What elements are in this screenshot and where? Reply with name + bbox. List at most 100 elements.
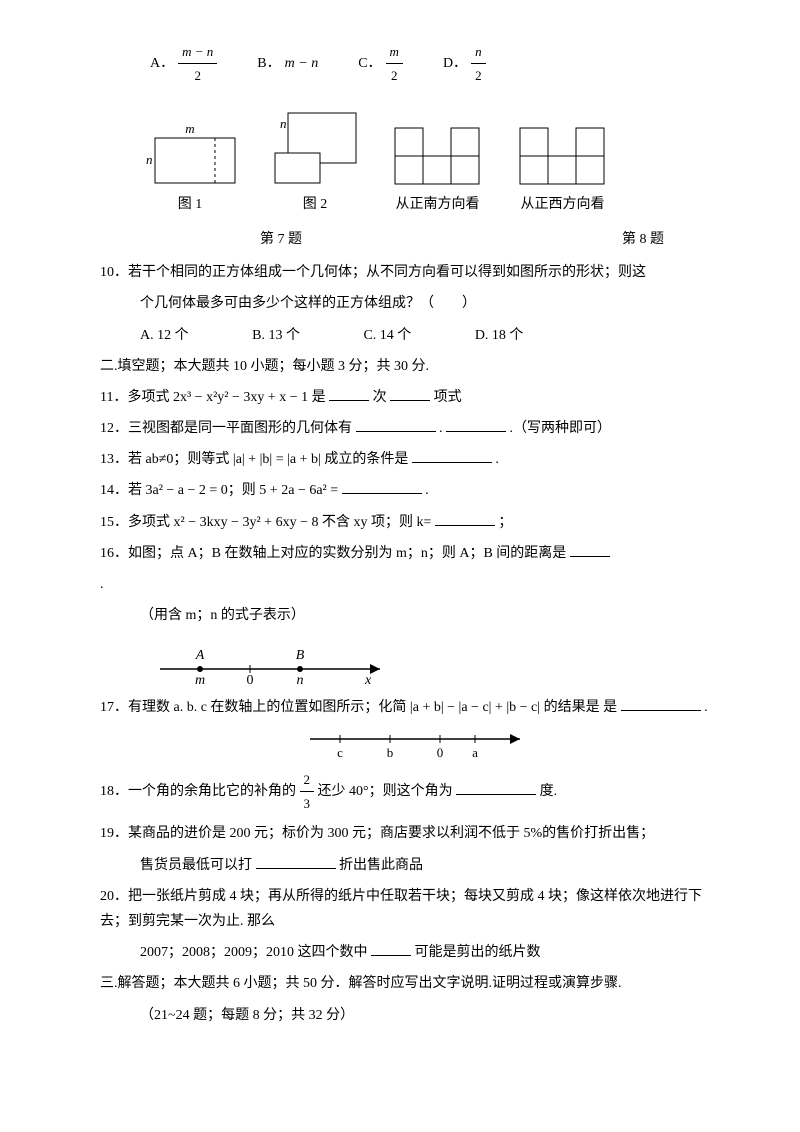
opt-c-num: m bbox=[386, 40, 403, 64]
q17-post: . bbox=[704, 700, 708, 715]
q11-pre: 11．多项式 2x³ − x²y² − 3xy + x − 1 是 bbox=[100, 390, 326, 405]
q17-blank bbox=[621, 699, 701, 711]
svg-text:c: c bbox=[337, 745, 343, 760]
q13: 13．若 ab≠0；则等式 |a| + |b| = |a + b| 成立的条件是… bbox=[100, 447, 720, 472]
q16-dot: . bbox=[100, 572, 720, 597]
south-caption: 从正南方向看 bbox=[396, 192, 480, 217]
q16-l2: （用含 m；n 的式子表示） bbox=[100, 603, 720, 628]
q10-options: A. 12 个 B. 13 个 C. 14 个 D. 18 个 bbox=[100, 323, 720, 348]
opt-a-den: 2 bbox=[190, 64, 205, 87]
q18: 18．一个角的余角比它的补角的 2 3 还少 40°；则这个角为 度. bbox=[100, 768, 720, 816]
q11-post: 项式 bbox=[434, 390, 462, 405]
q19-l2-row: 售货员最低可以打 折出售此商品 bbox=[100, 853, 720, 878]
q15-post: ； bbox=[498, 515, 512, 530]
q14: 14．若 3a² − a − 2 = 0；则 5 + 2a − 6a² = . bbox=[100, 478, 720, 503]
q10-d: D. 18 个 bbox=[475, 328, 524, 343]
q20-l2: 2007；2008；2009；2010 这四个数中 bbox=[140, 945, 368, 960]
q13-post: . bbox=[495, 452, 499, 467]
q12: 12．三视图都是同一平面图形的几何体有 . .（写两种即可） bbox=[100, 416, 720, 441]
q14-blank bbox=[342, 482, 422, 494]
svg-text:0: 0 bbox=[437, 745, 444, 760]
q18-post: 度. bbox=[540, 784, 558, 799]
option-a: A． m − n 2 bbox=[150, 40, 217, 88]
fig2-n2: n bbox=[295, 183, 302, 188]
q18-mid: 还少 40°；则这个角为 bbox=[318, 784, 453, 799]
opt-b-label: B． bbox=[257, 51, 280, 76]
fig1-m-label: m bbox=[185, 121, 194, 136]
q20-l3: 可能是剪出的纸片数 bbox=[415, 945, 541, 960]
q19-l1: 19．某商品的进价是 200 元；标价为 300 元；商店要求以利润不低于 5%… bbox=[100, 821, 720, 846]
q10-b: B. 13 个 bbox=[252, 328, 300, 343]
opt-a-label: A． bbox=[150, 51, 174, 76]
q14-pre: 14．若 3a² − a − 2 = 0；则 5 + 2a − 6a² = bbox=[100, 483, 338, 498]
figure-1: m n 图 1 bbox=[140, 118, 240, 217]
q20-l1: 20．把一张纸片剪成 4 块；再从所得的纸片中任取若干块；每块又剪成 4 块；像… bbox=[100, 884, 720, 934]
q17-pre: 17．有理数 a. b. c 在数轴上的位置如图所示；化简 |a + b| − … bbox=[100, 700, 600, 715]
west-caption: 从正西方向看 bbox=[521, 192, 605, 217]
option-d: D． n 2 bbox=[443, 40, 486, 88]
figure-west: 从正西方向看 bbox=[515, 123, 610, 217]
q12-pre: 12．三视图都是同一平面图形的几何体有 bbox=[100, 421, 352, 436]
opt-a-num: m − n bbox=[178, 40, 217, 64]
figures-row: m n 图 1 n n 图 2 从正南方向看 bbox=[100, 108, 720, 217]
q12-dot: . bbox=[439, 421, 443, 436]
q13-blank bbox=[412, 451, 492, 463]
opt-c-label: C． bbox=[358, 51, 381, 76]
svg-text:A: A bbox=[195, 648, 205, 663]
q10-text1: 10．若干个相同的正方体组成一个几何体；从不同方向看可以得到如图所示的形状；则这 bbox=[100, 260, 720, 285]
q16-numberline: A B m 0 n x bbox=[100, 634, 720, 689]
q19-l2: 售货员最低可以打 bbox=[140, 858, 252, 873]
q12-post: .（写两种即可） bbox=[510, 421, 612, 436]
q10-a: A. 12 个 bbox=[140, 328, 189, 343]
section-3b: （21~24 题；每题 8 分；共 32 分） bbox=[100, 1003, 720, 1028]
section-3: 三.解答题；本大题共 6 小题；共 50 分．解答时应写出文字说明.证明过程或演… bbox=[100, 971, 720, 996]
fig2-n1: n bbox=[280, 116, 287, 131]
q19-blank bbox=[256, 857, 336, 869]
opt-d-num: n bbox=[471, 40, 486, 64]
option-b: B． m − n bbox=[257, 40, 318, 88]
q10-c: C. 14 个 bbox=[363, 328, 411, 343]
q12-blank2 bbox=[446, 420, 506, 432]
q16-l1: 16．如图；点 A；B 在数轴上对应的实数分别为 m；n；则 A；B 间的距离是 bbox=[100, 541, 720, 566]
q13-pre: 13．若 ab≠0；则等式 |a| + |b| = |a + b| 成立的条件是 bbox=[100, 452, 408, 467]
q8-label: 第 8 题 bbox=[622, 227, 664, 252]
opt-d-den: 2 bbox=[471, 64, 486, 87]
figure-south: 从正南方向看 bbox=[390, 123, 485, 217]
fig1-n-label: n bbox=[146, 152, 153, 167]
q18-num: 2 bbox=[300, 768, 315, 792]
svg-text:n: n bbox=[297, 673, 304, 688]
q16-blank bbox=[570, 545, 610, 557]
section-2: 二.填空题；本大题共 10 小题；每小题 3 分；共 30 分. bbox=[100, 354, 720, 379]
q18-blank bbox=[456, 783, 536, 795]
q20-blank bbox=[371, 944, 411, 956]
svg-text:x: x bbox=[364, 673, 372, 688]
q7-label: 第 7 题 bbox=[260, 227, 302, 252]
q19-l3: 折出售此商品 bbox=[339, 858, 423, 873]
option-c: C． m 2 bbox=[358, 40, 403, 88]
answer-options: A． m − n 2 B． m − n C． m 2 D． n 2 bbox=[100, 40, 720, 88]
q11: 11．多项式 2x³ − x²y² − 3xy + x − 1 是 次 项式 bbox=[100, 385, 720, 410]
fig1-caption: 图 1 bbox=[178, 192, 203, 217]
q11-blank2 bbox=[390, 389, 430, 401]
q12-blank1 bbox=[356, 420, 436, 432]
q10-text2: 个几何体最多可由多少个这样的正方体组成？（ ） bbox=[100, 291, 720, 316]
opt-d-label: D． bbox=[443, 51, 467, 76]
q11-mid: 次 bbox=[373, 390, 387, 405]
q15-blank bbox=[435, 514, 495, 526]
fig2-caption: 图 2 bbox=[303, 192, 328, 217]
figure-2: n n 图 2 bbox=[270, 108, 360, 217]
opt-b-text: m − n bbox=[285, 51, 319, 76]
svg-text:B: B bbox=[296, 648, 305, 663]
q17-numberline: c b 0 a bbox=[100, 727, 720, 762]
q20-l2-row: 2007；2008；2009；2010 这四个数中 可能是剪出的纸片数 bbox=[100, 940, 720, 965]
q16-text1: 16．如图；点 A；B 在数轴上对应的实数分别为 m；n；则 A；B 间的距离是 bbox=[100, 546, 566, 561]
svg-text:0: 0 bbox=[247, 673, 254, 688]
q11-blank1 bbox=[329, 389, 369, 401]
q17: 17．有理数 a. b. c 在数轴上的位置如图所示；化简 |a + b| − … bbox=[100, 695, 720, 720]
q18-den: 3 bbox=[300, 792, 315, 815]
q18-pre: 18．一个角的余角比它的补角的 bbox=[100, 784, 296, 799]
q15: 15．多项式 x² − 3kxy − 3y² + 6xy − 8 不含 xy 项… bbox=[100, 510, 720, 535]
q15-pre: 15．多项式 x² − 3kxy − 3y² + 6xy − 8 不含 xy 项… bbox=[100, 515, 431, 530]
svg-text:b: b bbox=[387, 745, 394, 760]
q14-post: . bbox=[425, 483, 429, 498]
